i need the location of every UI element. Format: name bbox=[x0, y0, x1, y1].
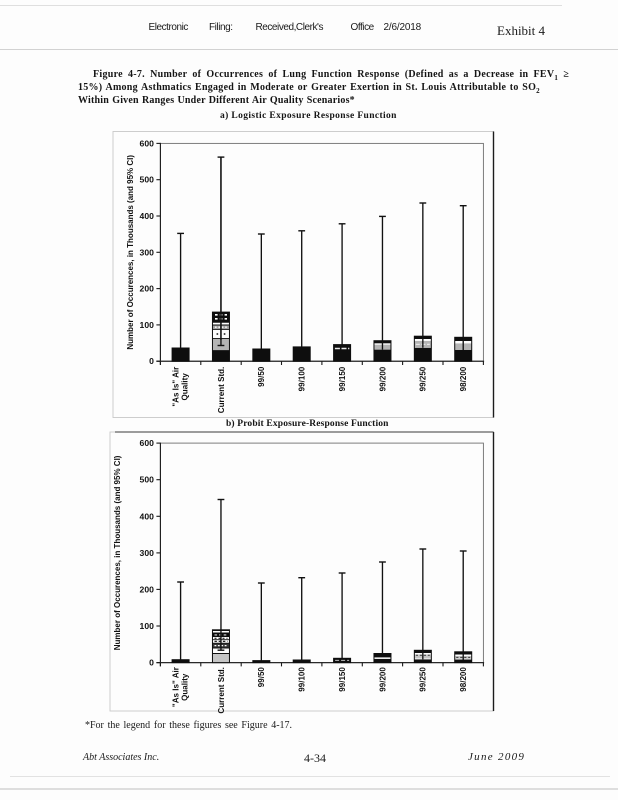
svg-text:"As Is" Air: "As Is" Air bbox=[171, 366, 180, 407]
svg-text:99/250: 99/250 bbox=[419, 667, 428, 692]
svg-text:99/200: 99/200 bbox=[378, 667, 387, 692]
svg-text:300: 300 bbox=[140, 548, 155, 558]
svg-text:99/50: 99/50 bbox=[257, 366, 266, 387]
svg-text:0: 0 bbox=[149, 356, 154, 366]
svg-text:99/200: 99/200 bbox=[378, 366, 387, 391]
svg-text:99/50: 99/50 bbox=[257, 667, 266, 688]
svg-text:300: 300 bbox=[140, 247, 155, 257]
svg-text:0: 0 bbox=[149, 658, 154, 668]
svg-text:Current Std.: Current Std. bbox=[217, 667, 226, 714]
svg-text:Number of Occurences, in Thous: Number of Occurences, in Thousands (and … bbox=[113, 455, 122, 650]
svg-text:500: 500 bbox=[140, 175, 155, 185]
svg-text:"As Is" Air: "As Is" Air bbox=[171, 666, 180, 707]
svg-text:200: 200 bbox=[140, 284, 155, 294]
svg-text:100: 100 bbox=[140, 621, 155, 631]
svg-text:600: 600 bbox=[140, 438, 155, 448]
svg-text:600: 600 bbox=[140, 138, 155, 148]
svg-text:99/100: 99/100 bbox=[298, 366, 307, 391]
svg-text:99/150: 99/150 bbox=[338, 667, 347, 692]
svg-text:400: 400 bbox=[140, 211, 155, 221]
svg-text:500: 500 bbox=[140, 475, 155, 485]
svg-text:99/150: 99/150 bbox=[338, 366, 347, 391]
svg-text:99/100: 99/100 bbox=[298, 667, 307, 692]
svg-text:Current Std.: Current Std. bbox=[217, 367, 226, 414]
svg-text:98/200: 98/200 bbox=[459, 667, 468, 692]
svg-text:100: 100 bbox=[140, 320, 155, 330]
svg-text:Number of Occurences, in Thous: Number of Occurences, in Thousands (and … bbox=[126, 155, 135, 350]
svg-text:Quality: Quality bbox=[181, 373, 190, 401]
svg-text:99/250: 99/250 bbox=[419, 366, 428, 391]
svg-text:Quality: Quality bbox=[181, 673, 190, 701]
svg-text:200: 200 bbox=[140, 584, 155, 594]
svg-text:400: 400 bbox=[140, 511, 155, 521]
svg-text:98/200: 98/200 bbox=[459, 366, 468, 391]
